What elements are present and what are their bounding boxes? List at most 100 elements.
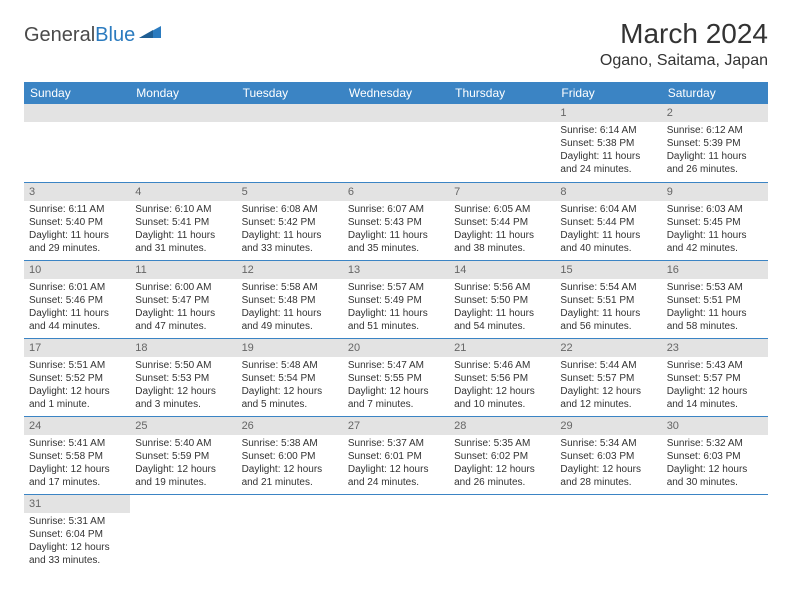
- day-line: Sunset: 5:48 PM: [242, 294, 338, 307]
- day-cell: 16Sunrise: 5:53 AMSunset: 5:51 PMDayligh…: [662, 260, 768, 338]
- day-line: Daylight: 11 hours and 26 minutes.: [667, 150, 763, 176]
- day-cell: 18Sunrise: 5:50 AMSunset: 5:53 PMDayligh…: [130, 338, 236, 416]
- day-line: Sunrise: 6:05 AM: [454, 203, 550, 216]
- day-line: Daylight: 12 hours and 17 minutes.: [29, 463, 125, 489]
- day-line: Sunset: 5:57 PM: [560, 372, 656, 385]
- day-line: Sunset: 5:49 PM: [348, 294, 444, 307]
- day-cell: 14Sunrise: 5:56 AMSunset: 5:50 PMDayligh…: [449, 260, 555, 338]
- weekday-header: Tuesday: [237, 82, 343, 104]
- day-line: Sunset: 5:56 PM: [454, 372, 550, 385]
- day-line: Sunset: 5:45 PM: [667, 216, 763, 229]
- day-line: Sunrise: 5:41 AM: [29, 437, 125, 450]
- week-row: 3 Sunrise: 6:11 AMSunset: 5:40 PM Daylight…: [24, 182, 768, 260]
- day-content: Sunrise: 5:44 AMSunset: 5:57 PMDaylight:…: [560, 359, 656, 411]
- day-content: Sunrise: 5:38 AMSunset: 6:00 PMDaylight:…: [242, 437, 338, 489]
- day-line: Sunset: 6:04 PM: [29, 528, 125, 541]
- day-line: Sunset: 5:57 PM: [667, 372, 763, 385]
- day-content: Sunrise: 5:46 AMSunset: 5:56 PMDaylight:…: [454, 359, 550, 411]
- day-cell: 28Sunrise: 5:35 AMSunset: 6:02 PMDayligh…: [449, 416, 555, 494]
- day-line: Daylight: 12 hours and 14 minutes.: [667, 385, 763, 411]
- day-number: 29: [555, 417, 661, 435]
- day-line: Sunrise: 5:58 AM: [242, 281, 338, 294]
- day-number: 1: [555, 104, 661, 122]
- day-line: Daylight: 11 hours and 49 minutes.: [242, 307, 338, 333]
- day-line: Daylight: 11 hours and 38 minutes.: [454, 229, 550, 255]
- day-content: Sunrise: 6:03 AMSunset: 5:45 PMDaylight:…: [667, 203, 763, 255]
- day-line: Daylight: 11 hours and 24 minutes.: [560, 150, 656, 176]
- day-content: Sunrise: 6:01 AMSunset: 5:46 PMDaylight:…: [29, 281, 125, 333]
- day-line: Sunset: 5:50 PM: [454, 294, 550, 307]
- day-line: Sunset: 5:43 PM: [348, 216, 444, 229]
- day-line: Sunrise: 6:10 AM: [135, 203, 231, 216]
- calendar-body: 1Sunrise: 6:14 AMSunset: 5:38 PMDaylight…: [24, 104, 768, 572]
- calendar-table: Sunday Monday Tuesday Wednesday Thursday…: [24, 82, 768, 572]
- day-cell: 27Sunrise: 5:37 AMSunset: 6:01 PMDayligh…: [343, 416, 449, 494]
- day-line: Daylight: 11 hours and 35 minutes.: [348, 229, 444, 255]
- day-number: 12: [237, 261, 343, 279]
- day-cell: 26Sunrise: 5:38 AMSunset: 6:00 PMDayligh…: [237, 416, 343, 494]
- day-number: 3: [24, 183, 130, 201]
- day-line: Daylight: 12 hours and 3 minutes.: [135, 385, 231, 411]
- day-content: Sunrise: 5:51 AMSunset: 5:52 PMDaylight:…: [29, 359, 125, 411]
- day-line: Sunrise: 5:54 AM: [560, 281, 656, 294]
- day-line: Daylight: 12 hours and 21 minutes.: [242, 463, 338, 489]
- day-line: Daylight: 12 hours and 19 minutes.: [135, 463, 231, 489]
- day-cell: 23 Sunrise: 5:43 AMSunset: 5:57 PMDayligh…: [662, 338, 768, 416]
- day-cell: [24, 104, 130, 182]
- day-content: Sunrise: 5:40 AMSunset: 5:59 PMDaylight:…: [135, 437, 231, 489]
- day-line: Sunrise: 6:11 AM: [29, 203, 125, 216]
- day-cell: 25Sunrise: 5:40 AMSunset: 5:59 PMDayligh…: [130, 416, 236, 494]
- day-line: Daylight: 12 hours and 24 minutes.: [348, 463, 444, 489]
- day-content: Sunrise: 5:58 AMSunset: 5:48 PMDaylight:…: [242, 281, 338, 333]
- day-content: Sunrise: 5:53 AMSunset: 5:51 PMDaylight:…: [667, 281, 763, 333]
- day-cell: 2Sunrise: 6:12 AMSunset: 5:39 PMDaylight…: [662, 104, 768, 182]
- day-number: 27: [343, 417, 449, 435]
- day-cell: 6Sunrise: 6:07 AMSunset: 5:43 PMDaylight…: [343, 182, 449, 260]
- day-cell: [662, 494, 768, 572]
- day-content: Sunrise: 6:05 AMSunset: 5:44 PMDaylight:…: [454, 203, 550, 255]
- day-cell: [449, 494, 555, 572]
- day-line: Sunrise: 5:46 AM: [454, 359, 550, 372]
- day-line: Sunrise: 6:14 AM: [560, 124, 656, 137]
- day-number: 21: [449, 339, 555, 357]
- day-line: Sunset: 5:40 PM: [29, 216, 125, 229]
- month-title: March 2024: [600, 18, 768, 50]
- day-line: Sunrise: 6:08 AM: [242, 203, 338, 216]
- day-line: Sunrise: 6:12 AM: [667, 124, 763, 137]
- week-row: 24Sunrise: 5:41 AMSunset: 5:58 PMDayligh…: [24, 416, 768, 494]
- day-line: Sunset: 6:02 PM: [454, 450, 550, 463]
- day-number: 19: [237, 339, 343, 357]
- day-cell: 11Sunrise: 6:00 AMSunset: 5:47 PMDayligh…: [130, 260, 236, 338]
- day-line: Sunrise: 6:07 AM: [348, 203, 444, 216]
- day-line: Sunrise: 5:47 AM: [348, 359, 444, 372]
- day-line: Sunset: 5:51 PM: [560, 294, 656, 307]
- day-number: 5: [237, 183, 343, 201]
- day-number: 30: [662, 417, 768, 435]
- day-cell: [237, 494, 343, 572]
- weekday-header: Saturday: [662, 82, 768, 104]
- day-line: Sunrise: 5:43 AM: [667, 359, 763, 372]
- day-content: Sunrise: 5:56 AMSunset: 5:50 PMDaylight:…: [454, 281, 550, 333]
- day-number-empty: [343, 104, 449, 122]
- day-number: 23: [662, 339, 768, 357]
- week-row: 1Sunrise: 6:14 AMSunset: 5:38 PMDaylight…: [24, 104, 768, 182]
- day-line: Daylight: 12 hours and 1 minute.: [29, 385, 125, 411]
- day-line: Sunrise: 5:31 AM: [29, 515, 125, 528]
- day-line: Sunrise: 5:38 AM: [242, 437, 338, 450]
- day-number: 4: [130, 183, 236, 201]
- day-line: Sunrise: 5:35 AM: [454, 437, 550, 450]
- day-cell: 20Sunrise: 5:47 AMSunset: 5:55 PMDayligh…: [343, 338, 449, 416]
- day-line: Sunrise: 6:01 AM: [29, 281, 125, 294]
- day-line: Sunrise: 5:51 AM: [29, 359, 125, 372]
- day-content: Sunrise: 6:12 AMSunset: 5:39 PMDaylight:…: [667, 124, 763, 176]
- day-line: Daylight: 11 hours and 51 minutes.: [348, 307, 444, 333]
- header: GeneralBlue March 2024 Ogano, Saitama, J…: [24, 18, 768, 70]
- week-row: 10Sunrise: 6:01 AMSunset: 5:46 PMDayligh…: [24, 260, 768, 338]
- day-content: Sunrise: 5:54 AMSunset: 5:51 PMDaylight:…: [560, 281, 656, 333]
- day-cell: [343, 104, 449, 182]
- day-line: Daylight: 12 hours and 10 minutes.: [454, 385, 550, 411]
- day-line: Sunset: 5:54 PM: [242, 372, 338, 385]
- day-line: Daylight: 12 hours and 26 minutes.: [454, 463, 550, 489]
- logo: GeneralBlue: [24, 24, 163, 47]
- day-number: 22: [555, 339, 661, 357]
